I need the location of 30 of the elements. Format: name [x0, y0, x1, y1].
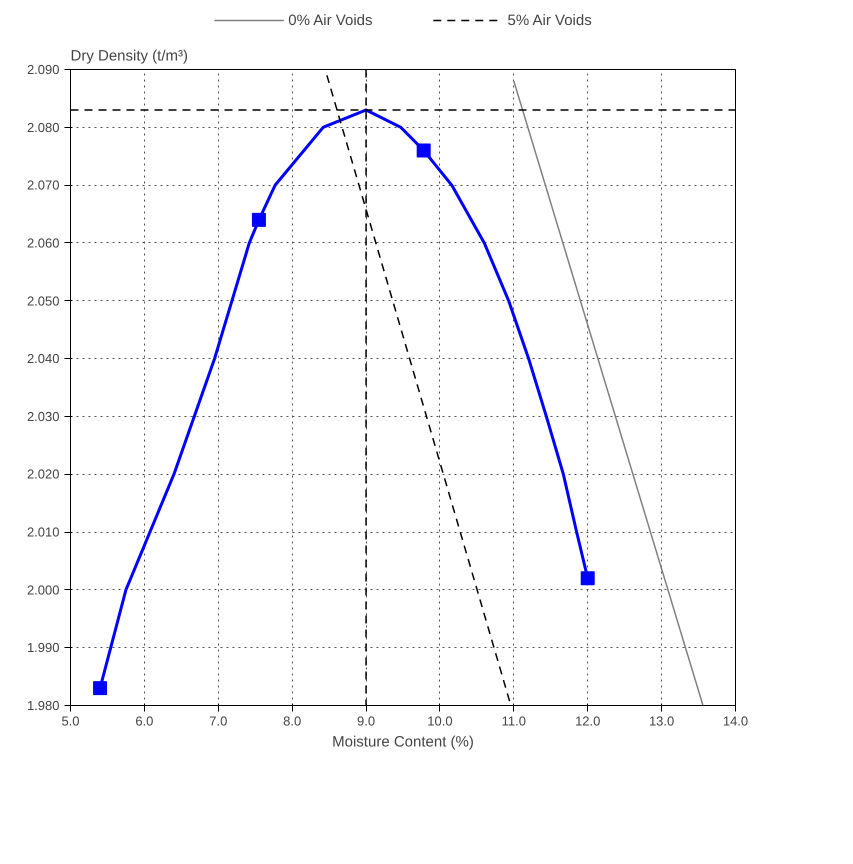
y-tick-label: 2.050 — [26, 293, 60, 308]
x-tick-label: 10.0 — [427, 714, 453, 728]
x-tick-label: 9.0 — [357, 714, 376, 728]
x-tick-label: 7.0 — [209, 714, 228, 728]
y-tick-label: 2.000 — [26, 582, 60, 598]
x-tick-label: 8.0 — [283, 714, 302, 728]
point — [580, 571, 595, 586]
y-tick-label: 2.060 — [26, 235, 60, 250]
y-tick-label: 2.070 — [26, 178, 60, 193]
y-tick-label: 2.040 — [26, 351, 60, 366]
x-tick-label: 5.0 — [61, 714, 80, 728]
x-axis-title: Moisture Content (%) — [332, 734, 474, 750]
legend-label: 0% Air Voids — [288, 12, 372, 28]
x-tick-label: 12.0 — [575, 714, 600, 728]
y-tick-label: 2.030 — [26, 408, 60, 424]
y-tick-label: 2.010 — [26, 524, 60, 540]
y-tick-label: 2.080 — [26, 120, 60, 135]
point — [252, 212, 266, 227]
point — [93, 681, 108, 696]
x-tick-label: 6.0 — [135, 714, 154, 728]
y-tick-label: 1.980 — [26, 698, 60, 713]
x-tick-label: 11.0 — [502, 714, 526, 728]
y-tick-label: 2.020 — [26, 466, 60, 482]
y-tick-label: 2.090 — [26, 62, 60, 77]
y-tick-label: 1.990 — [26, 640, 60, 656]
legend-label: 5% Air Voids — [508, 12, 592, 28]
x-tick-label: 14.0 — [722, 714, 748, 728]
x-tick-label: 13.0 — [648, 714, 674, 728]
point — [416, 143, 431, 158]
y-axis-title: Dry Density (t/m³) — [70, 48, 188, 64]
